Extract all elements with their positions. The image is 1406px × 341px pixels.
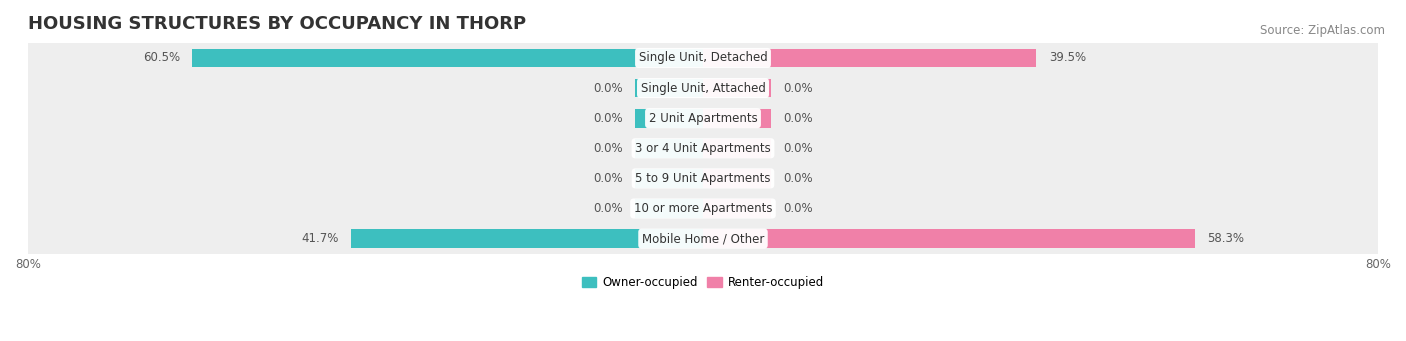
Text: 0.0%: 0.0% xyxy=(783,202,813,215)
Text: 0.0%: 0.0% xyxy=(783,112,813,125)
Bar xyxy=(703,199,770,218)
Text: 3 or 4 Unit Apartments: 3 or 4 Unit Apartments xyxy=(636,142,770,155)
Bar xyxy=(28,193,1378,224)
Text: 0.0%: 0.0% xyxy=(783,81,813,94)
Text: 60.5%: 60.5% xyxy=(142,51,180,64)
Bar xyxy=(28,224,1378,254)
Bar xyxy=(636,139,703,158)
Text: 0.0%: 0.0% xyxy=(783,172,813,185)
Bar xyxy=(28,103,1378,133)
Text: 0.0%: 0.0% xyxy=(593,172,623,185)
Bar xyxy=(636,79,703,98)
Text: Single Unit, Attached: Single Unit, Attached xyxy=(641,81,765,94)
Bar xyxy=(352,229,703,248)
Bar xyxy=(636,169,703,188)
Bar xyxy=(703,109,770,128)
Text: 5 to 9 Unit Apartments: 5 to 9 Unit Apartments xyxy=(636,172,770,185)
Bar xyxy=(28,133,1378,163)
Text: Mobile Home / Other: Mobile Home / Other xyxy=(641,232,765,245)
Bar xyxy=(636,199,703,218)
Text: 0.0%: 0.0% xyxy=(593,81,623,94)
Text: 2 Unit Apartments: 2 Unit Apartments xyxy=(648,112,758,125)
Bar xyxy=(28,163,1378,193)
Text: Source: ZipAtlas.com: Source: ZipAtlas.com xyxy=(1260,24,1385,37)
Bar xyxy=(703,169,770,188)
Text: 0.0%: 0.0% xyxy=(593,112,623,125)
Bar xyxy=(28,73,1378,103)
Text: 0.0%: 0.0% xyxy=(593,202,623,215)
Bar xyxy=(703,79,770,98)
Bar xyxy=(703,49,1036,67)
Bar xyxy=(28,43,1378,73)
Text: 10 or more Apartments: 10 or more Apartments xyxy=(634,202,772,215)
Bar xyxy=(193,49,703,67)
Bar xyxy=(703,229,1195,248)
Text: 39.5%: 39.5% xyxy=(1049,51,1085,64)
Text: 41.7%: 41.7% xyxy=(301,232,339,245)
Bar xyxy=(703,139,770,158)
Legend: Owner-occupied, Renter-occupied: Owner-occupied, Renter-occupied xyxy=(578,272,828,294)
Text: Single Unit, Detached: Single Unit, Detached xyxy=(638,51,768,64)
Text: 0.0%: 0.0% xyxy=(593,142,623,155)
Text: 58.3%: 58.3% xyxy=(1208,232,1244,245)
Text: HOUSING STRUCTURES BY OCCUPANCY IN THORP: HOUSING STRUCTURES BY OCCUPANCY IN THORP xyxy=(28,15,526,33)
Bar xyxy=(636,109,703,128)
Text: 0.0%: 0.0% xyxy=(783,142,813,155)
